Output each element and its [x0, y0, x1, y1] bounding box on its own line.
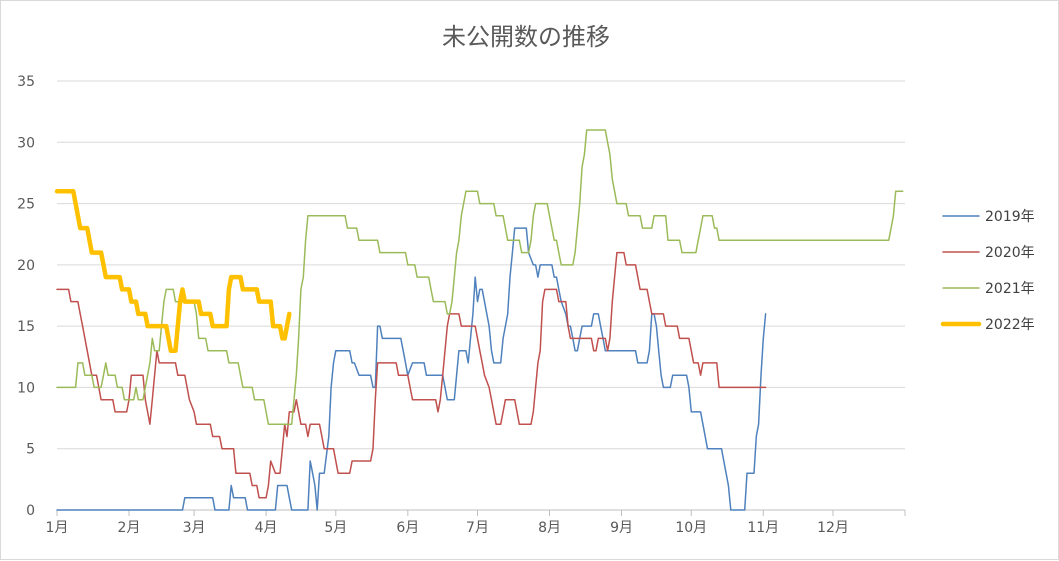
series-lines	[54, 129, 904, 511]
y-tick-label: 0	[26, 503, 35, 519]
series-line-3	[56, 129, 904, 425]
series-line-2	[56, 251, 767, 499]
legend-label-1: 2019年	[985, 209, 1035, 225]
y-tick-label: 35	[17, 74, 35, 90]
legend-label-3: 2021年	[985, 281, 1035, 297]
legend-label-4: 2022年	[985, 317, 1035, 333]
x-axis-ticks: 1月 2月 3月 4月 5月 6月 7月 8月 9月 10月 11月 12月	[46, 510, 906, 536]
series-line-4	[54, 189, 292, 353]
x-tick-label: 6月	[396, 520, 419, 536]
legend: 2019年 2020年 2021年 2022年	[940, 209, 1035, 333]
y-tick-label: 10	[17, 380, 35, 396]
x-tick-label: 8月	[538, 520, 561, 536]
series-line-1	[56, 227, 767, 511]
x-tick-label: 4月	[255, 520, 278, 536]
x-tick-label: 9月	[610, 520, 633, 536]
x-tick-label: 12月	[817, 520, 849, 536]
y-tick-label: 15	[17, 319, 35, 335]
y-tick-label: 5	[26, 442, 35, 458]
y-tick-label: 30	[17, 135, 35, 151]
x-tick-label: 7月	[466, 520, 489, 536]
x-tick-label: 3月	[183, 520, 206, 536]
chart-title: 未公開数の推移	[442, 23, 610, 51]
grid-lines	[57, 80, 905, 450]
y-axis-ticks: 0 5 10 15 20 25 30 35	[17, 74, 35, 519]
x-tick-label: 10月	[675, 520, 707, 536]
x-tick-label: 5月	[324, 520, 347, 536]
x-tick-label: 2月	[118, 520, 141, 536]
y-tick-label: 25	[17, 197, 35, 213]
legend-label-2: 2020年	[985, 245, 1035, 261]
x-tick-label: 11月	[747, 520, 779, 536]
y-tick-label: 20	[17, 258, 35, 274]
x-tick-label: 1月	[46, 520, 69, 536]
